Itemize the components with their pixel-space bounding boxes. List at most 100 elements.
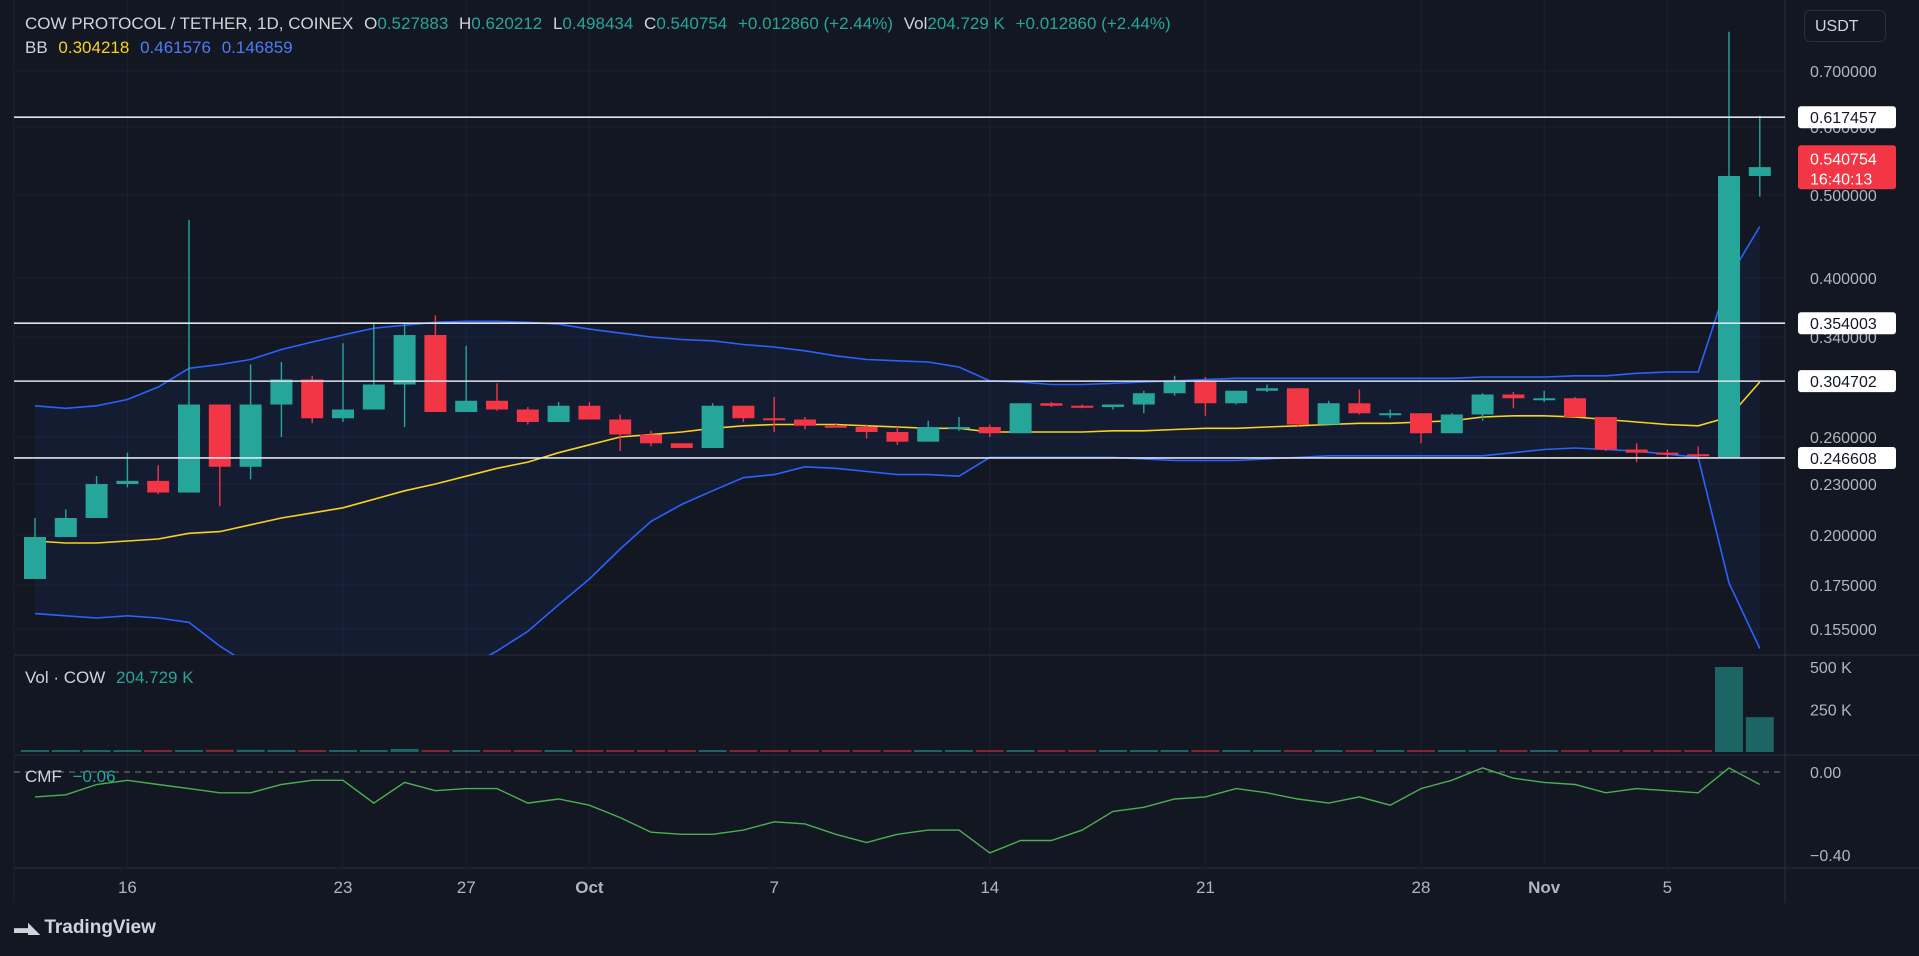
cmf-legend[interactable]: CMF −0.06	[25, 767, 122, 787]
level-label-box-0	[1798, 106, 1896, 129]
candle-body-4	[147, 480, 170, 493]
price-tick-label-6: 0.230000	[1810, 477, 1877, 494]
price-tick-label-0: 0.700000	[1810, 64, 1877, 81]
volume-bar-31	[975, 750, 1004, 752]
volume-bar-53	[1653, 750, 1682, 752]
currency-button[interactable]: USDT	[1804, 10, 1886, 42]
candle-body-3	[116, 480, 139, 484]
last-price-box	[1798, 145, 1896, 190]
candle-body-30	[948, 427, 970, 429]
tradingview-name: TradingView	[44, 917, 156, 938]
time-tick-label-6: 21	[1196, 878, 1215, 897]
candle-body-21	[670, 443, 693, 448]
volume-bar-15	[483, 750, 511, 752]
volume-bar-39	[1222, 750, 1251, 752]
change-value: +0.012860 (+2.44%)	[737, 14, 893, 33]
bb-upper-line	[34, 226, 1761, 410]
volume-bar-22	[698, 750, 727, 752]
cmf-value: −0.06	[72, 767, 116, 786]
candle-body-23	[732, 405, 755, 419]
candle-body-44	[1379, 413, 1402, 416]
candle-body-50	[1564, 398, 1586, 417]
time-tick-label-0: 16	[118, 878, 137, 897]
high-value: 0.620212	[471, 14, 543, 33]
bb-upper-value: 0.461576	[140, 38, 211, 57]
level-label-text-0: 0.617457	[1810, 110, 1877, 127]
candle-body-39	[1225, 390, 1248, 404]
volume-bar-28	[883, 750, 912, 752]
volume-bar-6	[205, 749, 234, 752]
vol-change-value: +0.012860 (+2.44%)	[1015, 14, 1171, 33]
candle-body-31	[978, 427, 1001, 434]
volume-bar-20	[637, 750, 665, 752]
volume-bar-2	[82, 750, 111, 752]
candle-body-12	[393, 335, 416, 385]
price-tick-label-2: 0.500000	[1810, 188, 1877, 205]
open-label: O	[364, 14, 378, 33]
volume-bar-23	[729, 750, 758, 752]
candle-body-2	[85, 484, 108, 518]
candle-body-9	[301, 379, 324, 419]
volume-bar-48	[1499, 750, 1528, 752]
volume-bar-26	[821, 750, 850, 752]
bb-legend[interactable]: BB 0.304218 0.461576 0.146859	[25, 38, 299, 58]
volume-bar-21	[667, 750, 696, 752]
volume-bar-0	[21, 750, 49, 752]
price-tick-label-9: 0.155000	[1810, 622, 1877, 639]
volume-bar-13	[421, 750, 450, 752]
volume-bar-41	[1283, 750, 1312, 752]
volume-bar-51	[1591, 750, 1620, 752]
volume-bar-33	[1037, 750, 1066, 752]
time-tick-label-5: 14	[980, 878, 999, 897]
price-tick-label-8: 0.175000	[1810, 578, 1877, 595]
time-tick-label-7: 28	[1412, 878, 1431, 897]
time-tick-label-4: 7	[769, 878, 778, 897]
level-label-text-2: 0.304702	[1810, 374, 1877, 391]
candle-body-32	[1009, 403, 1032, 434]
candle-body-47	[1471, 394, 1494, 415]
volume-bar-12	[390, 748, 419, 752]
symbol-title[interactable]: COW PROTOCOL / TETHER, 1D, COINEX	[25, 14, 354, 33]
level-label-box-2	[1798, 370, 1896, 393]
volume-bar-44	[1376, 750, 1405, 752]
price-tick-label-5: 0.260000	[1810, 430, 1877, 447]
vol-value: 204.729 K	[927, 14, 1005, 33]
candle-body-0	[24, 537, 46, 579]
candle-body-48	[1502, 394, 1525, 399]
volume-bar-47	[1468, 750, 1497, 752]
candle-body-25	[794, 419, 816, 426]
bb-label: BB	[25, 38, 48, 57]
volume-legend[interactable]: Vol · COW 204.729 K	[25, 668, 200, 688]
tradingview-logo[interactable]: ▬◣ TradingView	[14, 917, 156, 939]
volume-bar-7	[236, 749, 265, 752]
candle-body-29	[917, 427, 940, 442]
volume-bar-30	[945, 750, 973, 752]
low-value: 0.498434	[562, 14, 634, 33]
candle-body-54	[1687, 454, 1710, 457]
volume-bar-54	[1684, 750, 1713, 752]
candle-body-24	[763, 418, 786, 421]
volume-bar-37	[1160, 750, 1189, 752]
candle-body-17	[547, 405, 570, 422]
volume-bar-18	[575, 750, 604, 752]
volume-bar-19	[606, 750, 635, 752]
volume-bar-34	[1068, 750, 1097, 752]
candle-body-10	[332, 409, 354, 419]
volume-bar-8	[267, 749, 296, 752]
volume-bar-5	[175, 750, 203, 752]
volume-bar-46	[1437, 750, 1466, 752]
candle-body-46	[1440, 414, 1463, 434]
volume-tick-label-1: 250 K	[1810, 703, 1852, 720]
candle-body-56	[1748, 167, 1771, 176]
candle-body-27	[855, 427, 878, 432]
candle-body-43	[1348, 403, 1371, 414]
volume-bar-36	[1129, 750, 1158, 752]
volume-bar-35	[1099, 750, 1127, 752]
volume-bar-4	[144, 750, 173, 752]
volume-bar-17	[544, 750, 573, 752]
close-value: 0.540754	[656, 14, 728, 33]
cmf-label: CMF	[25, 767, 62, 786]
candle-body-13	[424, 335, 447, 412]
candle-body-55	[1718, 175, 1740, 458]
